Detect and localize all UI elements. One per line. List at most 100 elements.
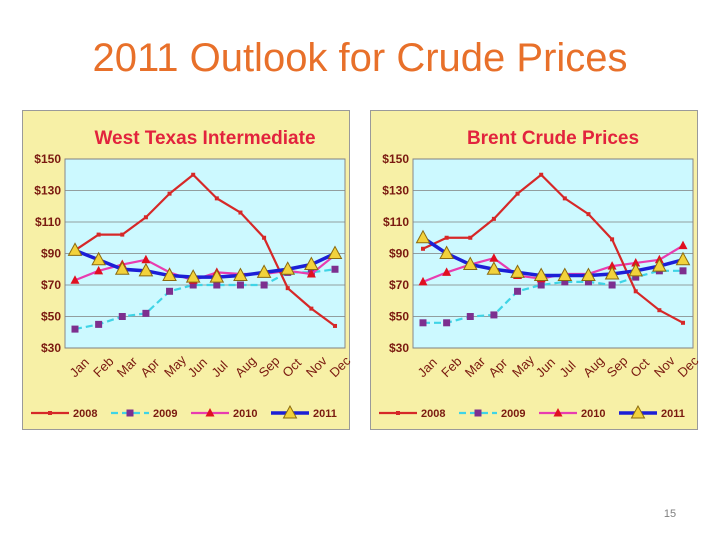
wti-series-2011-point [327, 245, 343, 259]
wti-series-2011-line [74, 248, 336, 279]
brent-series-2009-point [537, 281, 545, 289]
wti-y-tick-label: $90 [41, 247, 61, 261]
wti-legend-2009-marker [126, 409, 134, 417]
brent-series-2008-point [491, 216, 496, 221]
wti-x-tick-label: Dec [327, 353, 351, 380]
brent-series-2009-point [632, 273, 640, 281]
brent-x-tick-label: Mar [462, 353, 489, 380]
brent-series-2008-point [562, 196, 567, 201]
brent-x-tick-label: Oct [627, 355, 652, 380]
wti-x-tick-label: Jan [67, 355, 92, 380]
brent-series-2010-point [678, 240, 688, 250]
brent-x-tick-label: Jun [533, 355, 558, 380]
wti-series-2010-point [94, 265, 104, 275]
brent-series-2011-point [462, 256, 478, 271]
brent-series-2009-point [490, 311, 498, 319]
wti-x-tick-label: Jul [208, 358, 230, 380]
brent-series-2008-point [515, 191, 520, 196]
wti-series-2010-point [141, 254, 151, 264]
wti-series-2008-point [120, 232, 125, 237]
brent-chart-panel: Brent Crude Prices $30 $50 $70 $90 $110 $130 $1… [370, 110, 699, 430]
wti-x-tick-label: Sep [256, 353, 283, 380]
wti-series-2008-line [74, 173, 336, 327]
brent-y-tick-label: $150 [382, 152, 409, 166]
brent-series-2008-point [633, 289, 638, 294]
wti-series-2008-point [191, 172, 196, 177]
brent-y-tick-label: $90 [389, 247, 409, 261]
brent-y-tick-label: $30 [389, 341, 409, 355]
brent-series-2009-point [608, 281, 616, 289]
wti-series-2008-point [262, 235, 267, 240]
wti-legend-2008-marker [48, 411, 52, 415]
wti-legend-2010-label: 2010 [233, 408, 257, 420]
wti-y-tick-label: $70 [41, 278, 61, 292]
wti-series-2009-point [331, 265, 339, 273]
brent-legend-2010-marker [553, 408, 563, 417]
brent-series-2011-line [422, 236, 684, 278]
wti-legend-2011-label: 2011 [313, 408, 337, 420]
wti-series-2010-point [306, 268, 316, 278]
brent-legend-2011-marker [630, 404, 646, 419]
brent-y-tick-label: $130 [382, 184, 409, 198]
wti-x-tick-label: Jun [185, 355, 210, 380]
wti-y-tick-label: $30 [41, 341, 61, 355]
wti-series-2011-point [256, 264, 272, 278]
wti-series-2008-point [333, 323, 337, 328]
wti-series-2011-point [114, 261, 130, 275]
brent-series-2010-point [418, 276, 428, 286]
brent-series-2011-point [510, 264, 525, 278]
brent-y-tick-label: $110 [383, 215, 409, 229]
brent-series-2011-point [486, 261, 502, 275]
wti-series-2011-point [280, 261, 296, 275]
brent-x-tick-label: Sep [604, 353, 631, 380]
brent-legend-2011-label: 2011 [661, 408, 685, 420]
brent-x-tick-label: Jul [556, 358, 578, 380]
wti-series-2009-point [118, 313, 126, 320]
wti-series-2009-point [95, 320, 103, 328]
brent-series-2010-point [607, 261, 617, 270]
brent-series-2011-point [652, 258, 667, 272]
brent-series-2011-point [533, 267, 549, 282]
wti-chart-title: West Texas Intermediate [94, 128, 315, 149]
brent-series-2009-point [443, 319, 451, 327]
brent-x-tick-label: May [509, 352, 537, 380]
brent-series-2011-point [557, 267, 573, 282]
brent-series-2009-point [561, 278, 569, 286]
brent-x-tick-label: Aug [580, 353, 607, 380]
brent-series-2010-point [442, 267, 452, 276]
brent-series-2010-point [489, 253, 499, 262]
wti-series-2011-point [67, 242, 83, 256]
brent-series-2011-point [439, 245, 454, 259]
wti-series-2008-point [238, 210, 243, 215]
wti-series-2011-point [233, 267, 248, 282]
wti-series-2008-point [285, 286, 290, 291]
brent-series-2009-point [466, 313, 474, 320]
brent-y-tick-label: $70 [389, 278, 409, 292]
brent-series-2008-point [586, 212, 591, 217]
wti-series-2011-point [185, 269, 201, 283]
wti-series-2009-point [166, 287, 174, 295]
brent-series-2008-line [422, 173, 684, 324]
brent-legend-2008-marker [396, 411, 400, 415]
brent-y-tick-label: $50 [389, 310, 409, 324]
wti-series-2009-point [260, 281, 268, 289]
brent-x-tick-label: Apr [485, 355, 510, 380]
brent-chart-title: Brent Crude Prices [467, 128, 639, 149]
wti-chart: West Texas Intermediate $30 $50 $70 $90 $110 $… [31, 128, 351, 420]
wti-series-2010-point [70, 275, 80, 284]
wti-series-2009-point [71, 325, 79, 333]
wti-series-2009-point [236, 281, 244, 289]
wti-series-2009-point [142, 309, 150, 317]
wti-series-2011-point [162, 267, 177, 282]
brent-series-2011-point [581, 267, 596, 282]
brent-series-2011-point [675, 251, 691, 266]
wti-x-tick-label: Oct [279, 355, 304, 380]
wti-series-2011-point [91, 251, 106, 266]
brent-chart: Brent Crude Prices $30 $50 $70 $90 $110 $130 $1… [379, 128, 699, 420]
brent-series-2008-point [468, 235, 473, 240]
wti-chart-panel: West Texas Intermediate $30 $50 $70 $90 $110 $… [22, 110, 351, 430]
wti-series-2009-point [213, 281, 221, 289]
page-number: 15 [663, 508, 677, 520]
wti-x-tick-label: Feb [90, 354, 116, 380]
wti-legend-2011-marker [282, 404, 298, 419]
